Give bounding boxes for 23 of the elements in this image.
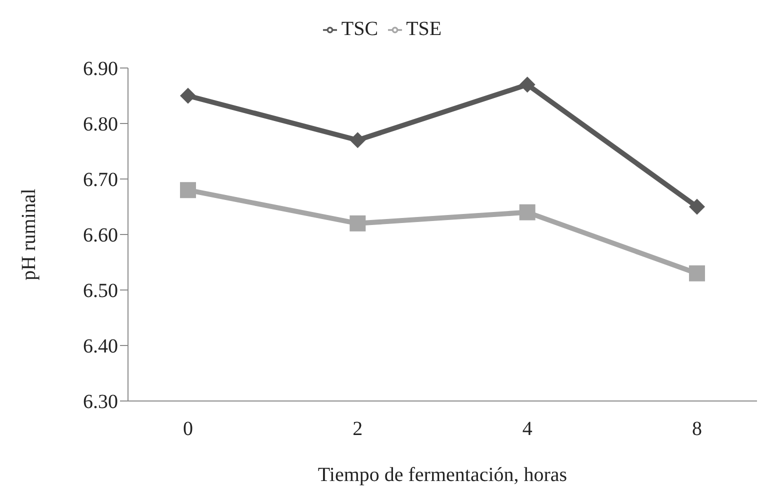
point <box>350 215 366 232</box>
point <box>180 182 196 198</box>
point <box>689 265 705 282</box>
point <box>519 204 536 220</box>
y-tick-label: 6.90 <box>83 58 118 80</box>
x-tick-label: 2 <box>352 418 363 440</box>
x-tick-label: 4 <box>522 418 532 440</box>
legend-label: TSC <box>341 18 378 40</box>
x-axis-title: Tiempo de fermentación, horas <box>318 464 568 486</box>
point <box>180 88 196 104</box>
x-tick-label: 8 <box>692 418 702 440</box>
point <box>689 198 705 215</box>
y-tick-label: 6.40 <box>83 336 118 358</box>
point <box>519 76 536 93</box>
x-tick-label: 0 <box>183 418 193 440</box>
y-axis-title: pH ruminal <box>18 188 40 280</box>
y-tick-label: 6.80 <box>83 114 118 136</box>
legend-label: TSE <box>406 18 442 40</box>
y-tick-label: 6.30 <box>83 391 118 414</box>
y-tick-label: 6.60 <box>83 224 118 247</box>
point <box>350 132 366 148</box>
y-tick-label: 6.70 <box>83 169 118 192</box>
y-tick-label: 6.50 <box>83 280 118 302</box>
